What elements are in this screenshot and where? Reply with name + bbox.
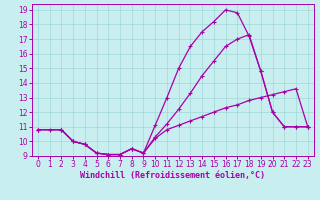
X-axis label: Windchill (Refroidissement éolien,°C): Windchill (Refroidissement éolien,°C) [80, 171, 265, 180]
